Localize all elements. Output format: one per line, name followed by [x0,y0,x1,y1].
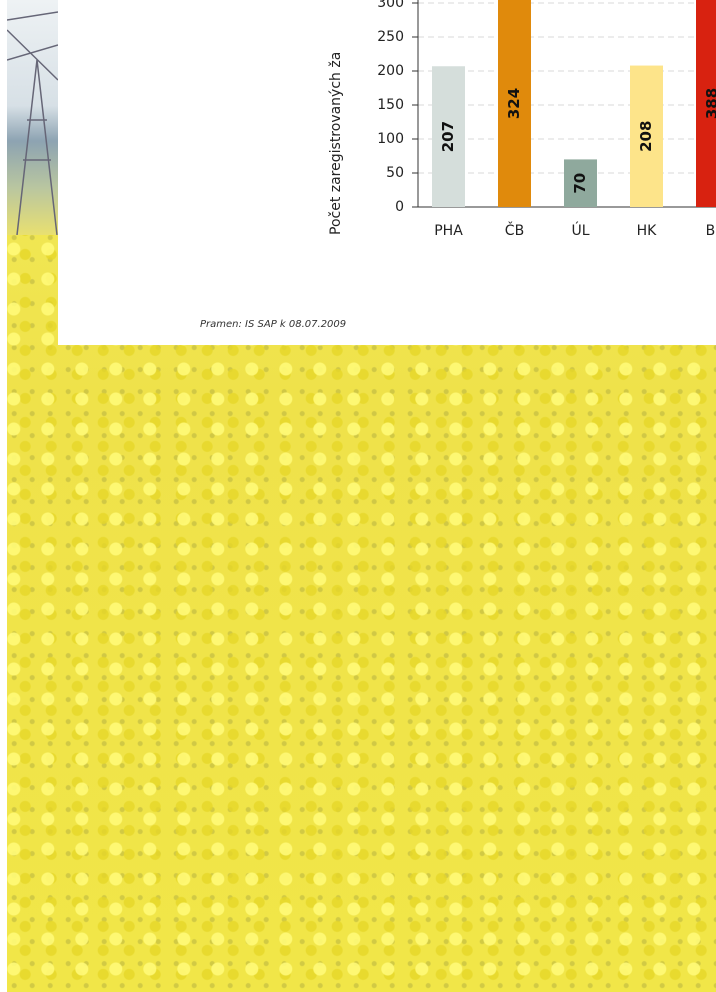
x-tick-label: BI [706,223,716,239]
x-tick-label: ÚL [571,221,589,239]
y-tick-label: 300 [377,0,404,11]
y-tick-label: 250 [377,29,404,45]
x-tick-label: HK [637,223,658,239]
y-tick-label: 100 [377,131,404,147]
value-label: 70 [571,173,589,194]
chart: Počet zaregistrovaných ža Pramen: IS SAP… [0,0,716,345]
x-tick-label: ČB [505,221,524,239]
y-tick-label: 150 [377,97,404,113]
source-note: Pramen: IS SAP k 08.07.2009 [200,319,346,330]
y-axis-label: Počet zaregistrovaných ža [328,52,344,235]
value-label: 208 [637,121,655,152]
x-tick-label: PHA [434,223,463,239]
y-tick-label: 0 [395,199,404,215]
value-label: 324 [505,88,523,119]
value-label: 207 [439,121,457,152]
y-tick-label: 200 [377,63,404,79]
page: {"chart_data": {"type": "bar", "y_axis_l… [0,0,716,992]
y-tick-label: 50 [386,165,404,181]
value-label: 388 [703,88,716,119]
